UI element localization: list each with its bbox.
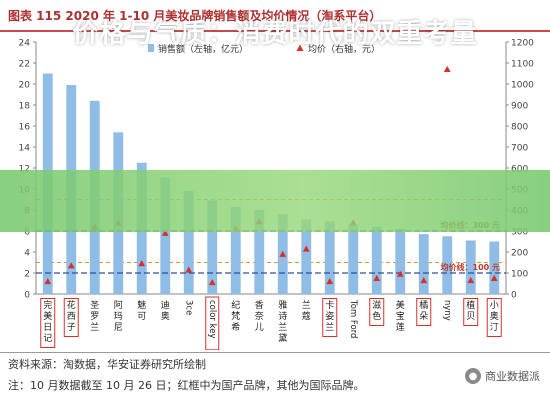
title-rule — [0, 30, 550, 32]
price-marker — [373, 274, 381, 281]
price-marker — [138, 260, 146, 267]
category-label: 魅可 — [137, 299, 146, 322]
sales-bar — [442, 236, 453, 294]
category-label: 圣罗兰 — [90, 300, 99, 333]
left-tick-label: 4 — [24, 249, 30, 259]
domestic-brand-box — [416, 298, 432, 326]
legend-swatch-sales — [148, 44, 154, 52]
watermark-text: 商业数据派 — [485, 370, 540, 383]
category-label: 花西子 — [67, 299, 76, 333]
legend-label-sales: 销售额（左轴，亿元） — [158, 43, 248, 55]
watermark: ● 商业数据派 — [465, 368, 540, 384]
domestic-brand-box — [486, 298, 502, 337]
domestic-brand-box — [322, 298, 338, 337]
wechat-icon: ● — [465, 368, 481, 384]
sales-bar — [254, 210, 265, 294]
right-tick-label: 100 — [511, 270, 528, 280]
sales-bar — [324, 221, 335, 294]
right-tick-label: 300 — [511, 228, 528, 238]
sales-bar — [395, 228, 406, 294]
price-marker — [161, 229, 169, 236]
price-marker — [490, 274, 498, 281]
right-tick-label: 0 — [511, 291, 517, 301]
domestic-brand-box — [40, 298, 56, 348]
left-tick-label: 0 — [24, 291, 30, 301]
domestic-brand-box — [205, 296, 220, 350]
category-label: 植贝 — [466, 299, 475, 322]
legend-swatch-price — [296, 44, 304, 51]
price-marker — [443, 65, 451, 73]
domestic-brand-box — [63, 298, 79, 337]
legend-label-price: 均价（右轴，元） — [308, 43, 380, 55]
price-marker — [420, 276, 428, 284]
right-tick-label: 800 — [511, 123, 528, 133]
sales-bar — [183, 191, 194, 294]
reference-line-label: 均价线：100 元 — [441, 262, 500, 272]
category-label: 兰蔻 — [302, 299, 311, 322]
right-tick-label: 1200 — [511, 39, 534, 49]
sales-bar — [371, 226, 382, 294]
left-tick-label: 24 — [19, 39, 31, 49]
sales-bar — [418, 234, 429, 294]
sales-bar — [465, 240, 476, 294]
figure-title: 图表 115 2020 年 1-10 月美妆品牌销售额及均价情况（淘系平台） — [8, 8, 382, 23]
category-label: 3ce — [183, 300, 193, 315]
price-marker — [185, 266, 193, 273]
left-tick-label: 14 — [19, 144, 31, 154]
price-marker — [467, 276, 475, 284]
right-tick-label: 1000 — [511, 81, 534, 91]
left-tick-label: 20 — [19, 81, 31, 91]
category-label: Tom Ford — [348, 299, 358, 338]
sales-bar — [230, 206, 241, 294]
right-tick-label: 600 — [511, 165, 528, 175]
category-label: 橘朵 — [419, 300, 428, 322]
category-label: 滋色 — [372, 299, 381, 322]
price-marker — [44, 278, 52, 285]
sales-bar — [301, 219, 312, 294]
category-label: 完美日记 — [43, 299, 52, 344]
sales-bar — [489, 241, 500, 294]
left-tick-label: 22 — [19, 60, 30, 70]
right-tick-label: 900 — [511, 102, 528, 112]
right-tick-label: 200 — [511, 249, 528, 259]
category-label: nyny — [442, 300, 452, 321]
sales-bar — [207, 200, 218, 294]
sales-bar — [348, 224, 359, 294]
right-tick-label: 1100 — [511, 60, 534, 70]
left-tick-label: 2 — [24, 270, 30, 280]
category-label: 迪奥 — [161, 299, 170, 322]
category-label: 纪梵希 — [231, 299, 240, 333]
left-tick-label: 18 — [19, 102, 31, 112]
domestic-brand-box — [463, 298, 479, 326]
left-tick-label: 6 — [24, 228, 30, 238]
category-label: 小奥汀 — [490, 300, 499, 333]
overlay-banner — [0, 170, 550, 232]
category-label: 阿玛尼 — [114, 300, 123, 333]
category-label: 雅诗兰黛 — [278, 299, 287, 344]
right-tick-label: 700 — [511, 144, 528, 154]
left-tick-label: 12 — [19, 165, 30, 175]
price-marker — [279, 250, 287, 257]
price-marker — [302, 245, 310, 252]
price-marker — [208, 279, 216, 286]
category-label: color key — [207, 300, 217, 339]
left-tick-label: 16 — [19, 123, 31, 133]
source-note: 资料来源：淘数据，华安证券研究所绘制 — [8, 358, 206, 371]
category-label: 卡姿兰 — [325, 299, 334, 333]
category-label: 香奈儿 — [255, 300, 264, 333]
footer-rule — [0, 352, 550, 353]
footnote: 注：10 月数据截至 10 月 26 日；红框中为国产品牌，其他为国际品牌。 — [8, 379, 365, 392]
banner-text: 价格与气质：消费时代的双重考量 — [72, 18, 478, 49]
price-marker — [396, 270, 404, 277]
domestic-brand-box — [369, 298, 385, 326]
category-label: 美宝莲 — [396, 299, 405, 333]
price-marker — [326, 278, 334, 285]
price-marker — [67, 262, 75, 269]
